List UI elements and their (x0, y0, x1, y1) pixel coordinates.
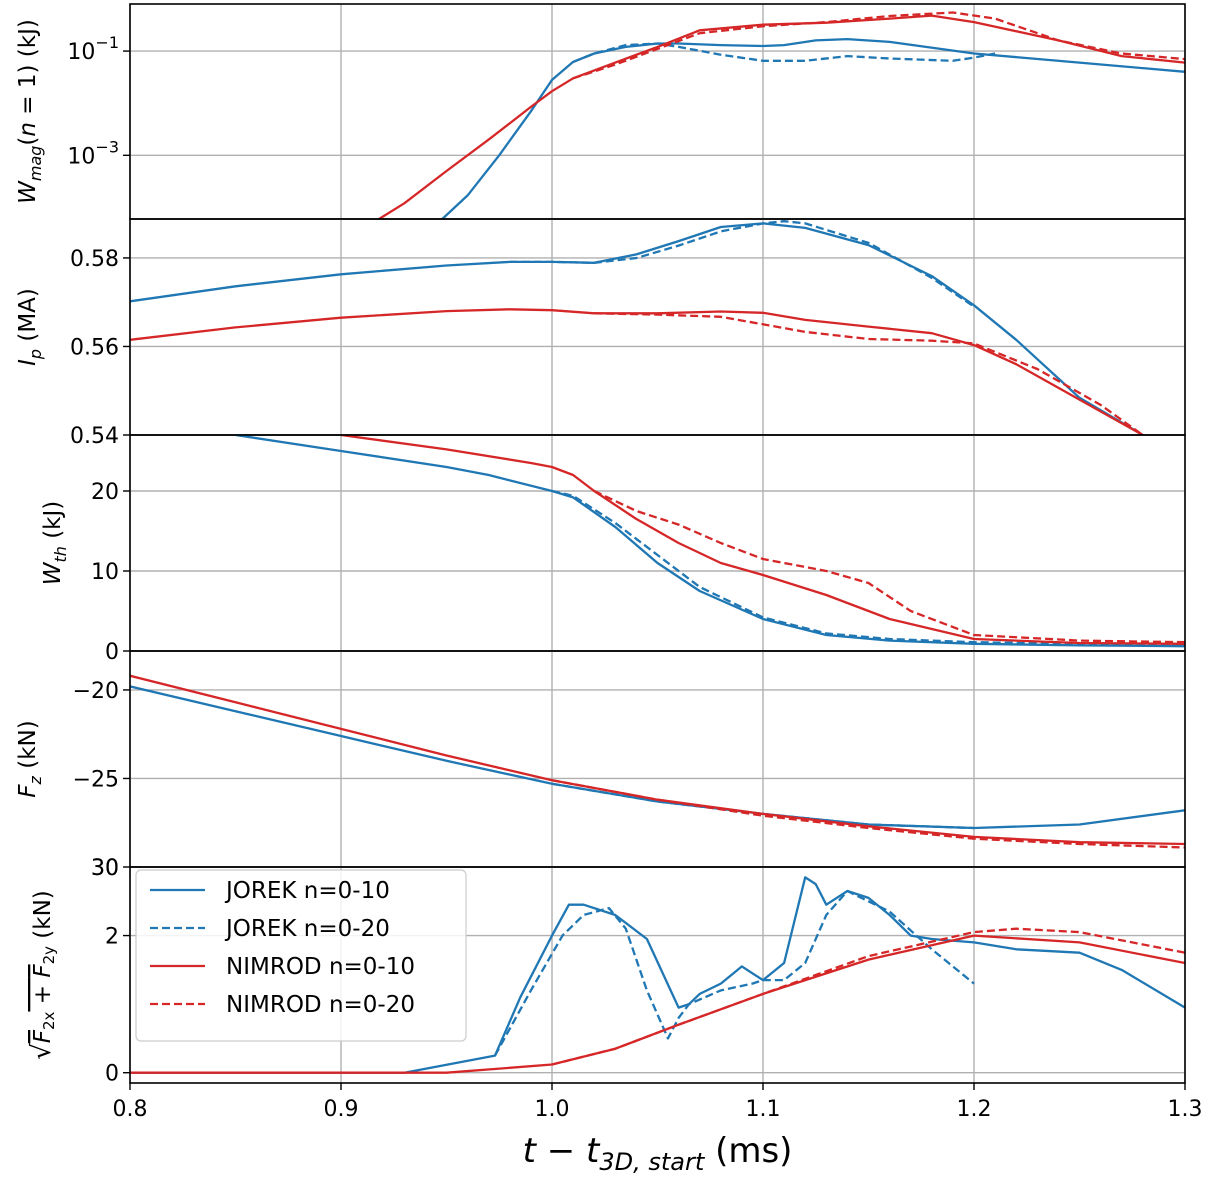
jorek-dashed-line (551, 489, 1185, 646)
panel-frame (129, 434, 1186, 652)
panel-2: 0.58 0.56 0.54 (70, 218, 1186, 449)
nimrod-solid-line (340, 435, 1185, 645)
panel-1: 10−1 10−3 (67, 3, 1186, 220)
jorek-solid-line (235, 435, 1185, 648)
y-tick-label: 10−3 (67, 137, 119, 169)
panel-3: 20 10 0 (91, 434, 1186, 665)
x-tick-label: 0.8 (113, 1097, 148, 1122)
legend-label: JOREK n=0-10 (224, 878, 390, 904)
y-tick-label: 2 (105, 925, 119, 950)
x-tick-label: 1.0 (535, 1097, 570, 1122)
panel-frame (129, 866, 1186, 1084)
legend-label: NIMROD n=0-20 (226, 992, 415, 1018)
nimrod-dashed-line (572, 11, 1185, 80)
legend-label: JOREK n=0-20 (224, 916, 390, 942)
x-tick-label: 1.3 (1168, 1097, 1203, 1122)
y-tick-label: 0.58 (70, 247, 119, 272)
y-tick-label: −25 (73, 767, 119, 792)
nimrod-solid-line (378, 14, 1185, 219)
y-tick-label: −20 (73, 679, 119, 704)
jorek-solid-line (130, 222, 1144, 435)
x-tick-label: 0.9 (324, 1097, 359, 1122)
jorek-dashed-line (509, 220, 975, 308)
jorek-solid-line (441, 37, 1185, 219)
legend-label: NIMROD n=0-10 (226, 954, 415, 980)
jorek-solid-line (130, 876, 1185, 1074)
x-tick-label: 1.2 (957, 1097, 992, 1122)
y-axis-label: Wth (kJ) (40, 501, 70, 586)
nimrod-solid-line (130, 674, 1185, 846)
panel-4: −20 −25 30 (73, 650, 1186, 881)
y-axis-label: Fz (kN) (15, 720, 45, 797)
y-tick-label: 0.54 (70, 424, 119, 449)
jorek-solid-line (130, 685, 1185, 830)
y-tick-label: 30 (91, 856, 119, 881)
y-axis-label: Wmag(n = 1) (kJ) (15, 19, 45, 204)
y-tick-label: 0.56 (70, 335, 119, 360)
y-tick-label: 0 (105, 640, 119, 665)
legend-box (135, 869, 467, 1042)
x-axis-label: t − t3D, start (ms) (523, 1131, 793, 1176)
y-axis-label: Ip (MA) (15, 288, 45, 366)
jorek-dashed-line (551, 782, 975, 830)
nimrod-dashed-line (593, 489, 1185, 644)
nimrod-solid-line (130, 934, 1185, 1074)
x-tick-label: 1.1 (746, 1097, 781, 1122)
nimrod-dashed-line (594, 312, 1144, 435)
y-tick-label: 0 (105, 1062, 119, 1087)
jorek-dashed-line (572, 42, 996, 63)
y-tick-label: 30 (91, 856, 119, 881)
jorek-dashed-line (493, 889, 975, 1057)
y-tick-label: 20 (91, 480, 119, 505)
y-axis-label: √F2x + F2y (kN) (27, 890, 58, 1060)
panel-frame (129, 3, 1186, 220)
nimrod-solid-line (130, 308, 1144, 435)
panel-frame (129, 650, 1186, 868)
nimrod-dashed-line (551, 927, 1185, 1066)
nimrod-dashed-line (551, 779, 1185, 849)
y-tick-label: 10−1 (67, 33, 119, 65)
y-tick-label: 10 (91, 560, 119, 585)
legend: JOREK n=0-10 JOREK n=0-20 NIMROD n=0-10 NIM… (135, 869, 467, 1042)
